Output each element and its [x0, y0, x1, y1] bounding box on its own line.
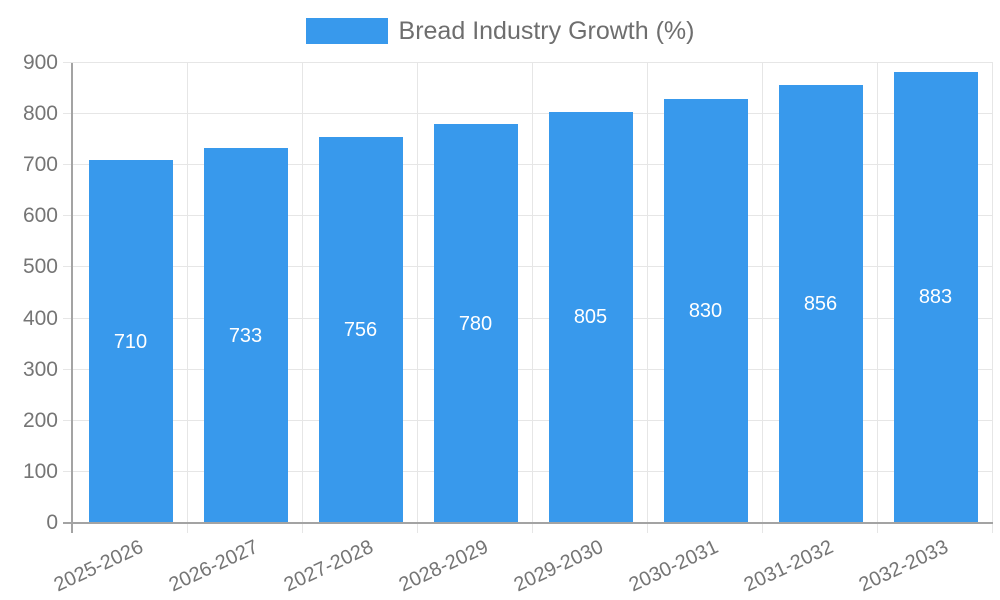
x-axis-tick-label: 2025-2026	[50, 535, 147, 597]
legend-swatch	[305, 18, 388, 44]
y-axis-tick-label: 200	[22, 408, 58, 432]
y-axis-tick-label: 500	[22, 255, 58, 279]
bar[interactable]: 780	[433, 124, 518, 523]
bar[interactable]: 856	[778, 85, 863, 523]
x-gridline	[762, 63, 763, 533]
y-gridline	[63, 164, 993, 166]
legend: Bread Industry Growth (%)	[0, 16, 1000, 46]
y-gridline	[63, 62, 993, 63]
bar[interactable]: 756	[318, 136, 403, 523]
x-gridline	[877, 63, 878, 533]
legend-item[interactable]: Bread Industry Growth (%)	[305, 16, 695, 46]
bar[interactable]: 830	[663, 98, 748, 523]
bar-value-label: 756	[343, 318, 378, 341]
y-gridline	[63, 317, 993, 319]
bar[interactable]: 710	[88, 160, 173, 523]
y-axis-line	[71, 63, 73, 533]
y-gridline	[63, 113, 993, 115]
bar[interactable]: 805	[548, 111, 633, 523]
legend-label: Bread Industry Growth (%)	[398, 17, 695, 45]
bar-value-label: 780	[458, 312, 493, 335]
y-axis-tick-label: 800	[22, 102, 58, 126]
bar[interactable]: 733	[203, 148, 288, 523]
y-axis-tick-label: 300	[22, 357, 58, 381]
y-axis-tick-label: 0	[46, 511, 58, 534]
y-axis-tick-label: 600	[22, 204, 58, 228]
y-axis-tick-label: 400	[22, 306, 58, 330]
bar-value-label: 830	[688, 299, 723, 322]
x-gridline	[532, 63, 533, 533]
bar-value-label: 710	[113, 330, 148, 353]
y-gridline	[63, 470, 993, 472]
y-gridline	[63, 215, 993, 217]
x-gridline	[417, 63, 418, 533]
bar-value-label: 805	[573, 306, 608, 329]
bar-value-label: 733	[228, 324, 263, 347]
bar-value-label: 856	[803, 293, 838, 316]
x-axis-line	[63, 522, 993, 524]
y-gridline	[63, 419, 993, 421]
x-gridline	[647, 63, 648, 533]
x-gridline	[302, 63, 303, 533]
bar-value-label: 883	[918, 286, 953, 309]
bar[interactable]: 883	[893, 71, 978, 523]
x-gridline	[187, 63, 188, 533]
y-gridline	[63, 266, 993, 268]
y-axis-tick-label: 700	[22, 153, 58, 177]
y-axis-tick-label: 900	[22, 51, 58, 74]
y-axis-tick-label: 100	[22, 459, 58, 483]
x-gridline	[992, 63, 993, 533]
y-gridline	[63, 368, 993, 370]
